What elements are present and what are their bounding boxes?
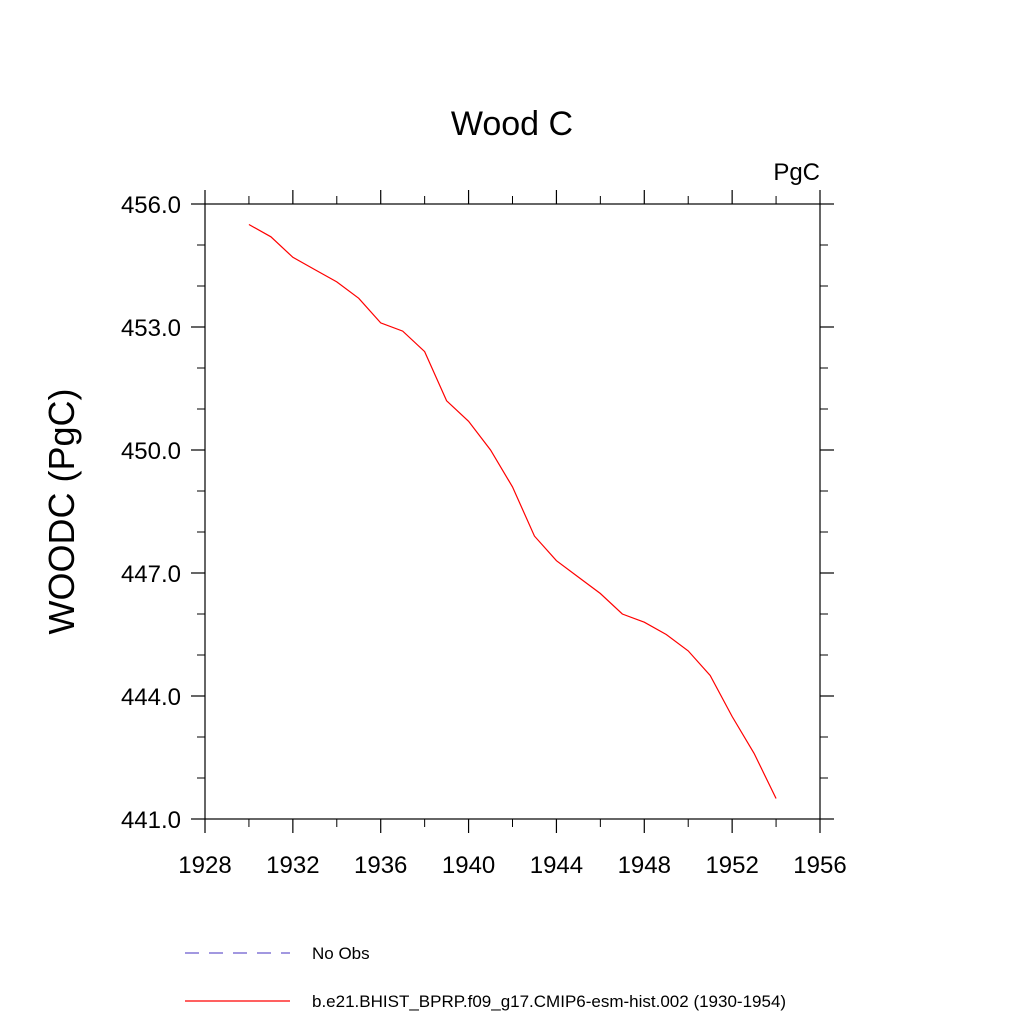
x-tick-label: 1944 <box>530 852 583 879</box>
y-tick-label: 453.0 <box>121 315 181 342</box>
legend-entry-label: No Obs <box>312 944 370 963</box>
units-label: PgC <box>773 159 820 186</box>
y-tick-label: 441.0 <box>121 807 181 834</box>
x-tick-label: 1940 <box>442 852 495 879</box>
series-layer <box>248 223 777 799</box>
x-tick-label: 1948 <box>618 852 671 879</box>
y-axis-title: WOODC (PgC) <box>41 389 82 635</box>
chart-title: Wood C <box>451 105 573 143</box>
plot-area-frame <box>204 203 821 820</box>
axis-ticks: 1928 1932 1936 1940 1944 1948 1952 1956 441.0 444… <box>121 190 847 879</box>
y-tick-label: 444.0 <box>121 684 181 711</box>
y-tick-label: 447.0 <box>121 561 181 588</box>
x-tick-label: 1928 <box>178 852 231 879</box>
x-tick-label: 1952 <box>705 852 758 879</box>
legend-entry-label: b.e21.BHIST_BPRP.f09_g17.CMIP6-esm-hist.… <box>312 992 786 1011</box>
x-tick-label: 1936 <box>354 852 407 879</box>
x-tick-label: 1932 <box>266 852 319 879</box>
legend: No Obs b.e21.BHIST_BPRP.f09_g17.CMIP6-esm… <box>185 944 786 1011</box>
y-tick-label: 450.0 <box>121 438 181 465</box>
series-line <box>248 223 777 799</box>
y-tick-label: 456.0 <box>121 192 181 219</box>
x-tick-label: 1956 <box>793 852 846 879</box>
